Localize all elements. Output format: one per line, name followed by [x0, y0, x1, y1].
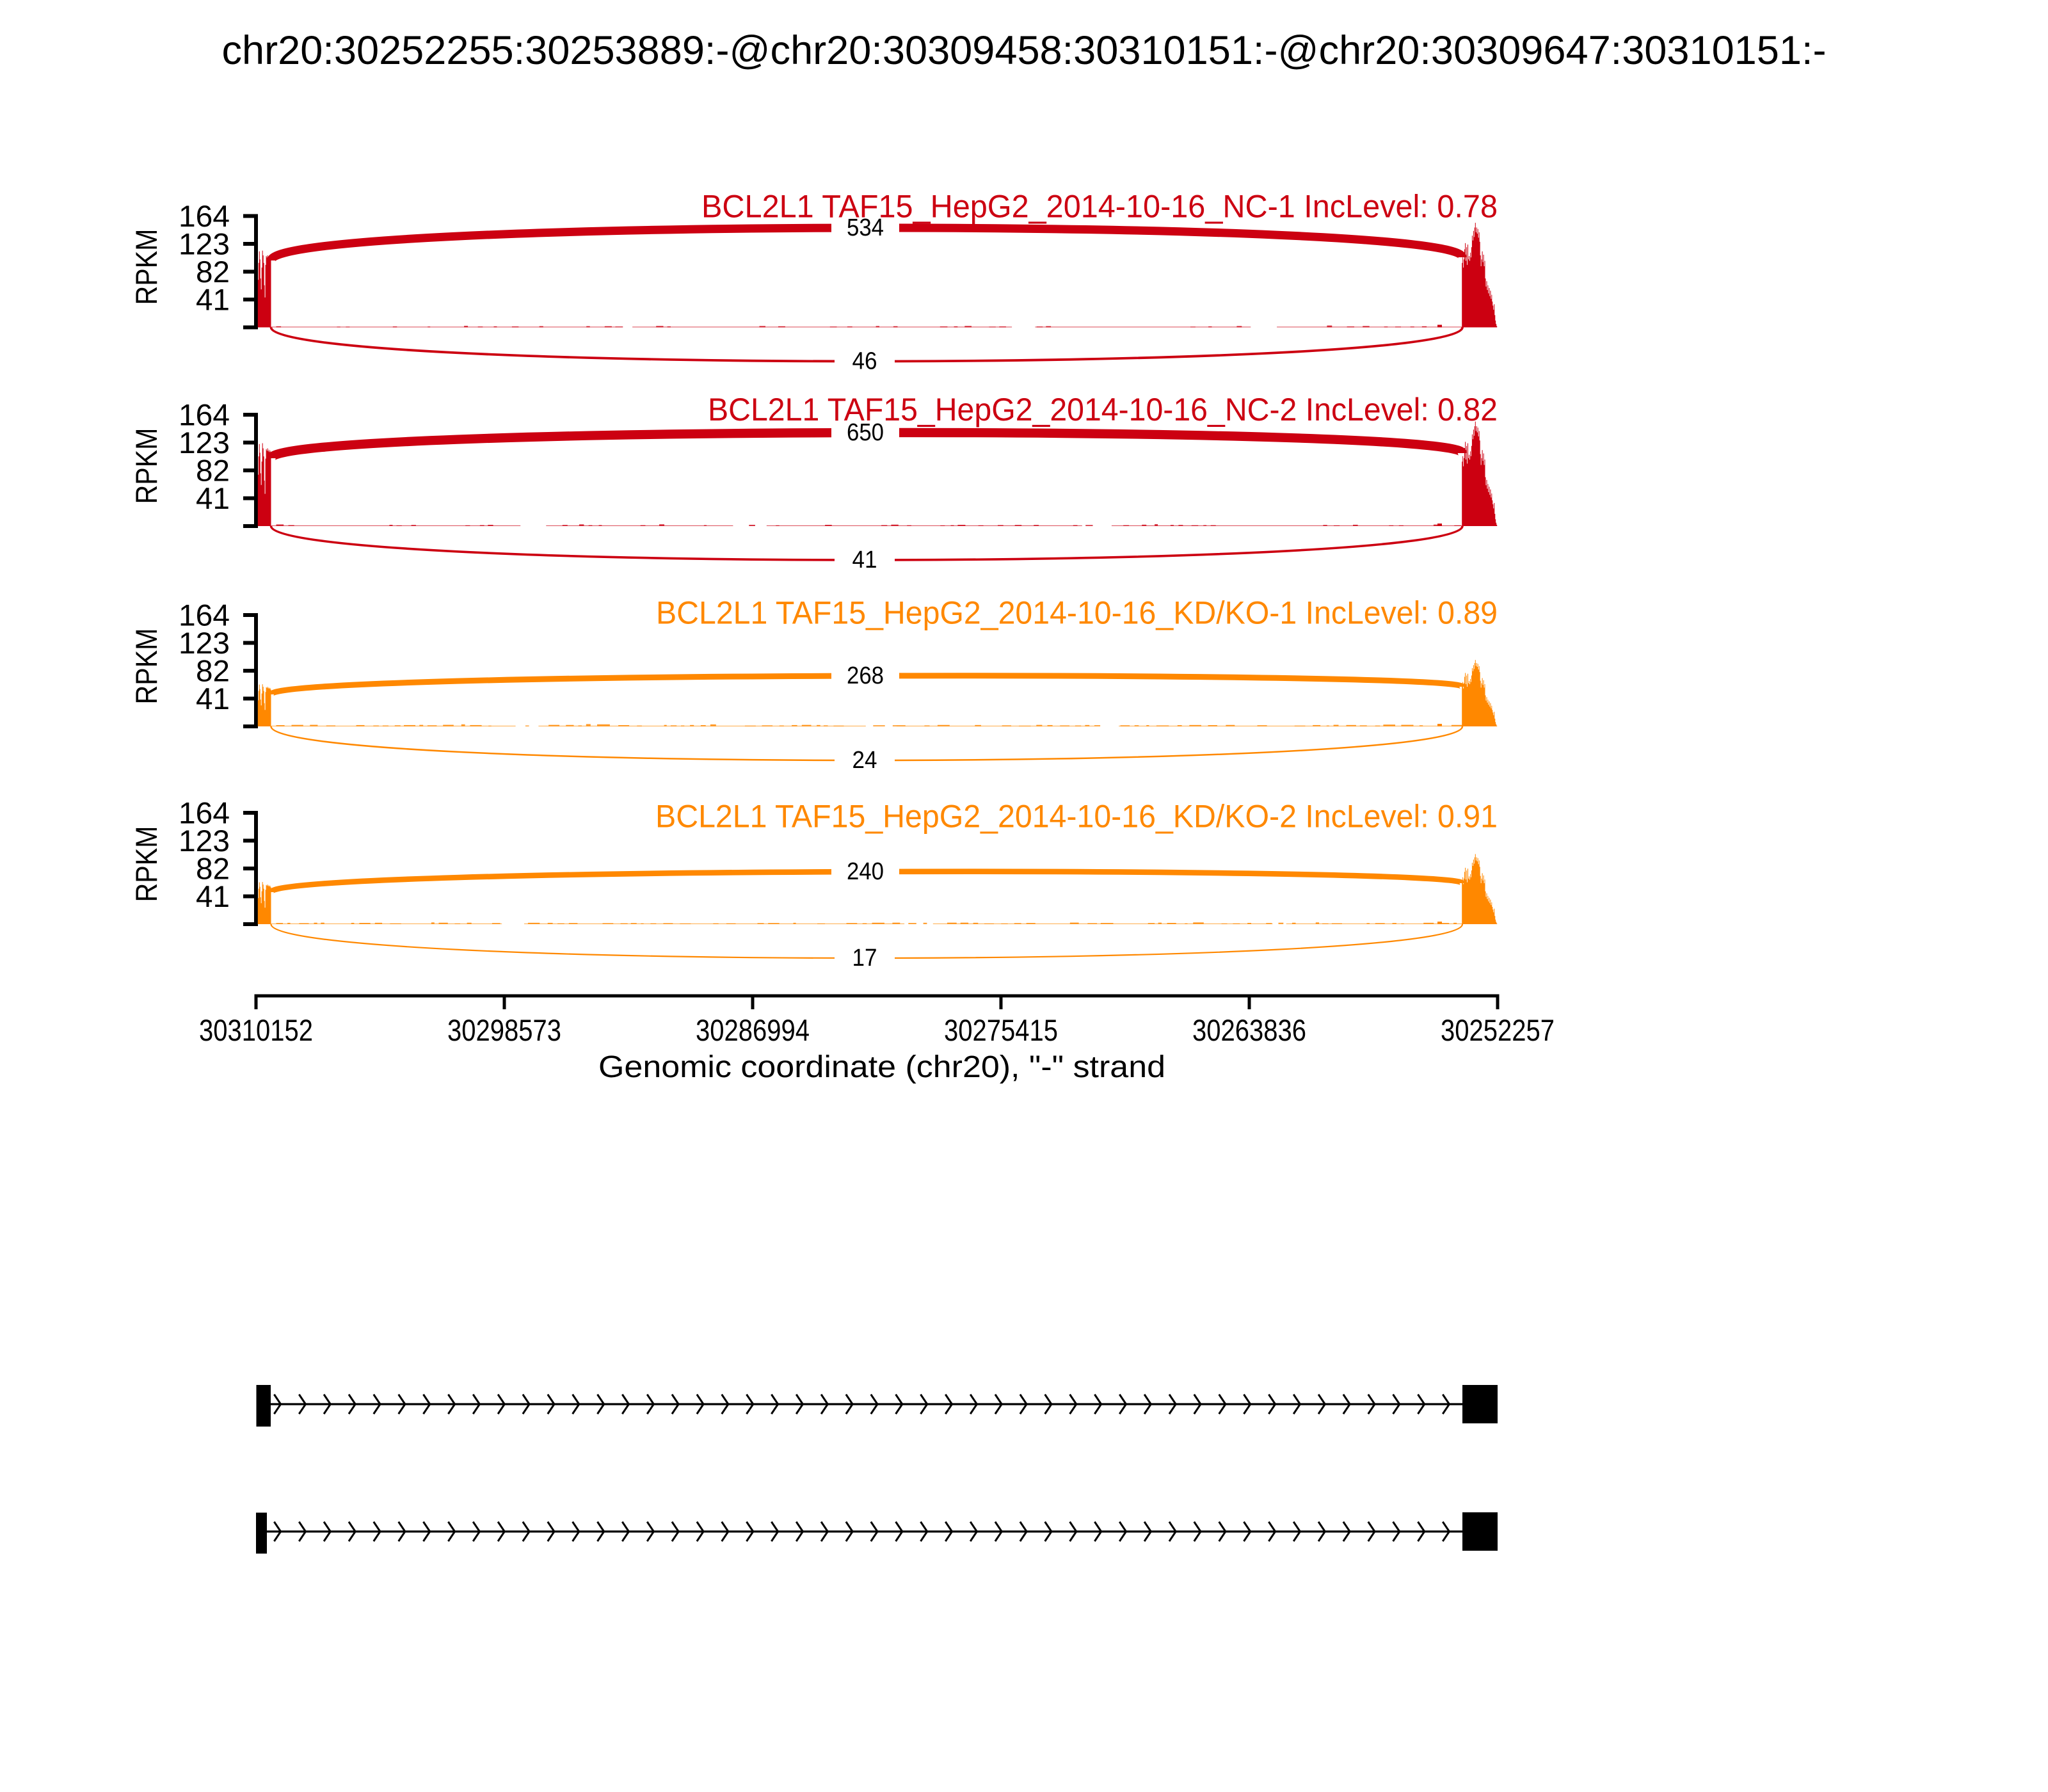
svg-text:123: 123	[179, 824, 230, 858]
svg-text:RPKM: RPKM	[129, 229, 163, 305]
svg-text:41: 41	[196, 481, 230, 515]
svg-text:RPKM: RPKM	[129, 826, 163, 902]
svg-text:650: 650	[847, 419, 884, 446]
svg-text:46: 46	[852, 348, 877, 375]
svg-text:164: 164	[179, 398, 230, 432]
svg-text:RPKM: RPKM	[129, 428, 163, 504]
svg-text:164: 164	[179, 199, 230, 233]
svg-text:chr20:30252255:30253889:-@chr2: chr20:30252255:30253889:-@chr20:30309458…	[222, 28, 1827, 73]
svg-text:30263836: 30263836	[1192, 1013, 1306, 1047]
svg-text:41: 41	[196, 879, 230, 913]
svg-text:30275415: 30275415	[944, 1013, 1058, 1047]
svg-text:BCL2L1 TAF15_HepG2_2014-10-16_: BCL2L1 TAF15_HepG2_2014-10-16_NC-1 IncLe…	[701, 189, 1498, 225]
svg-text:240: 240	[847, 858, 884, 885]
svg-text:41: 41	[196, 283, 230, 317]
svg-text:30298573: 30298573	[447, 1013, 561, 1047]
svg-text:82: 82	[196, 454, 230, 488]
svg-text:41: 41	[852, 547, 877, 573]
svg-text:82: 82	[196, 255, 230, 289]
svg-text:164: 164	[179, 598, 230, 632]
svg-text:BCL2L1 TAF15_HepG2_2014-10-16_: BCL2L1 TAF15_HepG2_2014-10-16_KD/KO-2 In…	[655, 798, 1498, 834]
svg-text:BCL2L1 TAF15_HepG2_2014-10-16_: BCL2L1 TAF15_HepG2_2014-10-16_NC-2 IncLe…	[708, 392, 1498, 428]
svg-text:24: 24	[852, 747, 877, 774]
svg-text:123: 123	[179, 426, 230, 460]
svg-text:268: 268	[847, 662, 884, 689]
svg-text:17: 17	[852, 945, 877, 972]
svg-text:82: 82	[196, 654, 230, 688]
svg-text:30286994: 30286994	[696, 1013, 810, 1047]
svg-text:30310152: 30310152	[199, 1013, 313, 1047]
svg-text:534: 534	[847, 214, 884, 241]
svg-text:123: 123	[179, 227, 230, 261]
svg-text:123: 123	[179, 626, 230, 660]
svg-text:BCL2L1 TAF15_HepG2_2014-10-16_: BCL2L1 TAF15_HepG2_2014-10-16_KD/KO-1 In…	[656, 595, 1498, 631]
svg-text:82: 82	[196, 852, 230, 886]
svg-text:RPKM: RPKM	[129, 628, 163, 705]
svg-text:164: 164	[179, 796, 230, 830]
svg-text:30252257: 30252257	[1441, 1013, 1555, 1047]
svg-text:Genomic coordinate (chr20), "-: Genomic coordinate (chr20), "-" strand	[598, 1050, 1165, 1084]
svg-text:41: 41	[196, 682, 230, 716]
